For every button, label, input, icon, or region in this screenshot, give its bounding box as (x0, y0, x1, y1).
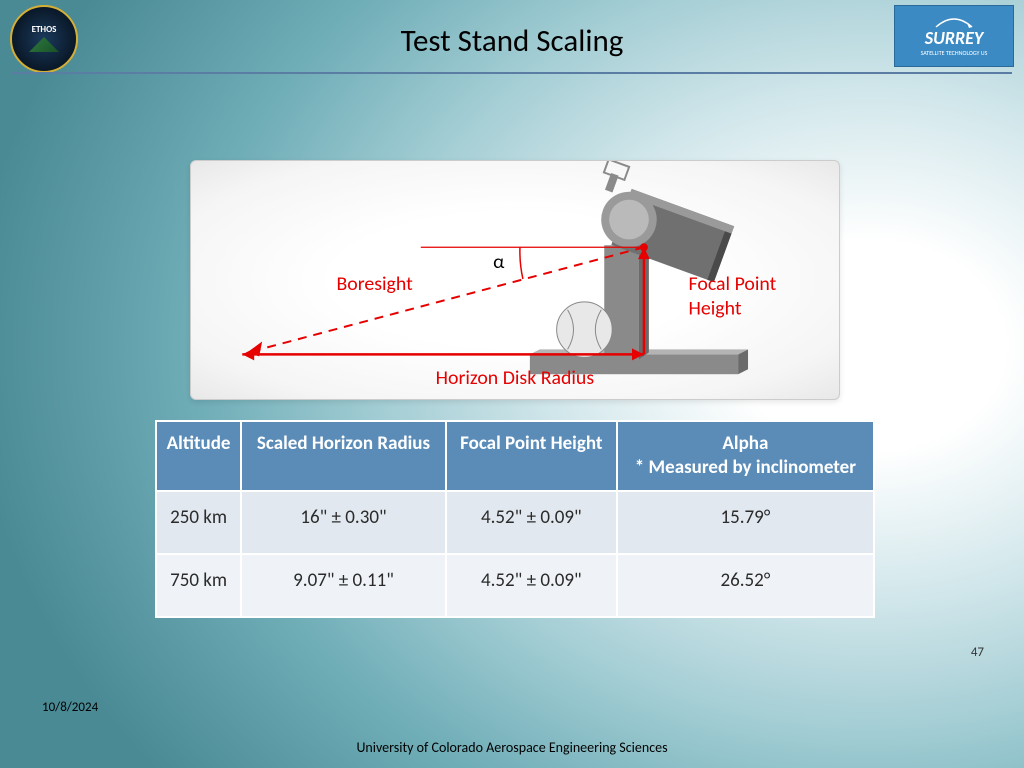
cell-radius: 16" ± 0.30" (241, 491, 446, 554)
table-row: 250 km 16" ± 0.30" 4.52" ± 0.09" 15.79° (156, 491, 874, 554)
col-altitude: Altitude (156, 421, 241, 491)
surrey-logo-subtext: SATELLITE TECHNOLOGY US (921, 49, 988, 57)
col-scaled-horizon-radius: Scaled Horizon Radius (241, 421, 446, 491)
ethos-logo-label: ETHOS (29, 24, 59, 35)
surrey-logo-text: SURREY (925, 27, 984, 49)
ethos-logo: ETHOS (10, 5, 78, 73)
test-stand-diagram: α Boresight Focal Point Height Horizon D… (190, 160, 840, 400)
col-alpha: Alpha* Measured by inclinometer (617, 421, 874, 491)
cell-altitude: 250 km (156, 491, 241, 554)
col-focal-point-height: Focal Point Height (446, 421, 617, 491)
alpha-arc (520, 247, 523, 279)
focal-point-height-label-1: Focal Point (689, 272, 777, 296)
diagram-svg: α Boresight Focal Point Height Horizon D… (191, 161, 839, 399)
alpha-label: α (493, 250, 505, 274)
cell-alpha: 26.52° (617, 554, 874, 617)
horizon-disk-radius-label: Horizon Disk Radius (436, 366, 595, 390)
cell-altitude: 750 km (156, 554, 241, 617)
scaling-table: Altitude Scaled Horizon Radius Focal Poi… (155, 420, 875, 618)
focal-point-height-label-2: Height (689, 297, 742, 321)
cell-height: 4.52" ± 0.09" (446, 554, 617, 617)
header-rule (12, 72, 1012, 74)
page-number: 47 (971, 645, 984, 660)
slide-date: 10/8/2024 (42, 700, 98, 715)
table-header-row: Altitude Scaled Horizon Radius Focal Poi… (156, 421, 874, 491)
ethos-logo-text: ETHOS (29, 24, 59, 54)
header-region: ETHOS Test Stand Scaling SURREY SATELLIT… (0, 0, 1024, 75)
cell-alpha: 15.79° (617, 491, 874, 554)
cell-height: 4.52" ± 0.09" (446, 491, 617, 554)
boresight-label: Boresight (337, 272, 414, 296)
baseball-icon (557, 302, 613, 358)
surrey-logo: SURREY SATELLITE TECHNOLOGY US (894, 5, 1014, 67)
table-row: 750 km 9.07" ± 0.11" 4.52" ± 0.09" 26.52… (156, 554, 874, 617)
slide-title: Test Stand Scaling (0, 0, 1024, 60)
cell-radius: 9.07" ± 0.11" (241, 554, 446, 617)
ethos-logo-mountain-icon (29, 37, 59, 52)
footer-org: University of Colorado Aerospace Enginee… (0, 739, 1024, 756)
